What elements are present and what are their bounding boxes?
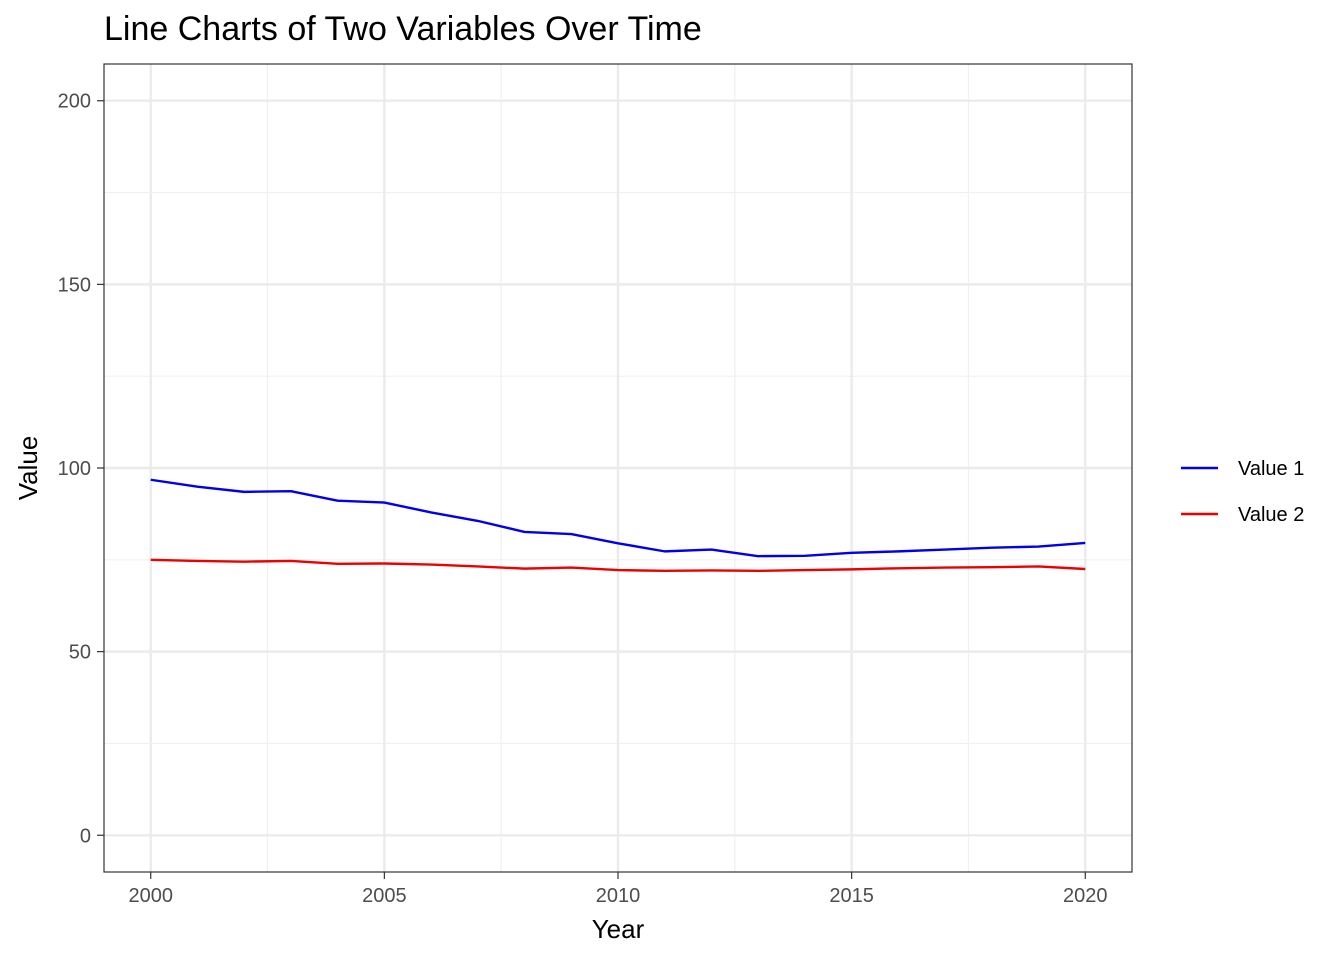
x-tick-label: 2010 [596, 885, 641, 907]
x-tick-label: 2005 [362, 885, 407, 907]
y-axis: 0 50 100 150 200 [58, 91, 104, 847]
x-tick-label: 2000 [128, 885, 173, 907]
x-tick-label: 2015 [829, 885, 874, 907]
series-line-value-1 [150, 478, 1086, 558]
y-tick-label: 0 [80, 825, 91, 847]
series-lines [150, 478, 1086, 573]
x-tick-label: 2020 [1063, 885, 1108, 907]
x-axis-title: Year [592, 914, 645, 944]
chart-title: Line Charts of Two Variables Over Time [104, 10, 702, 48]
y-tick-label: 50 [69, 642, 91, 664]
y-tick-label: 150 [58, 274, 91, 296]
y-tick-label: 200 [58, 91, 91, 113]
legend-label-value-1: Value 1 [1238, 458, 1304, 480]
series-line-value-2 [150, 558, 1086, 573]
x-axis: 2000 2005 2010 2015 2020 [128, 872, 1108, 907]
major-gridlines [104, 64, 1132, 872]
legend: Value 1 Value 2 [1181, 458, 1304, 526]
y-tick-label: 100 [58, 458, 91, 480]
legend-label-value-2: Value 2 [1238, 504, 1304, 526]
y-axis-title: Value [13, 436, 43, 501]
